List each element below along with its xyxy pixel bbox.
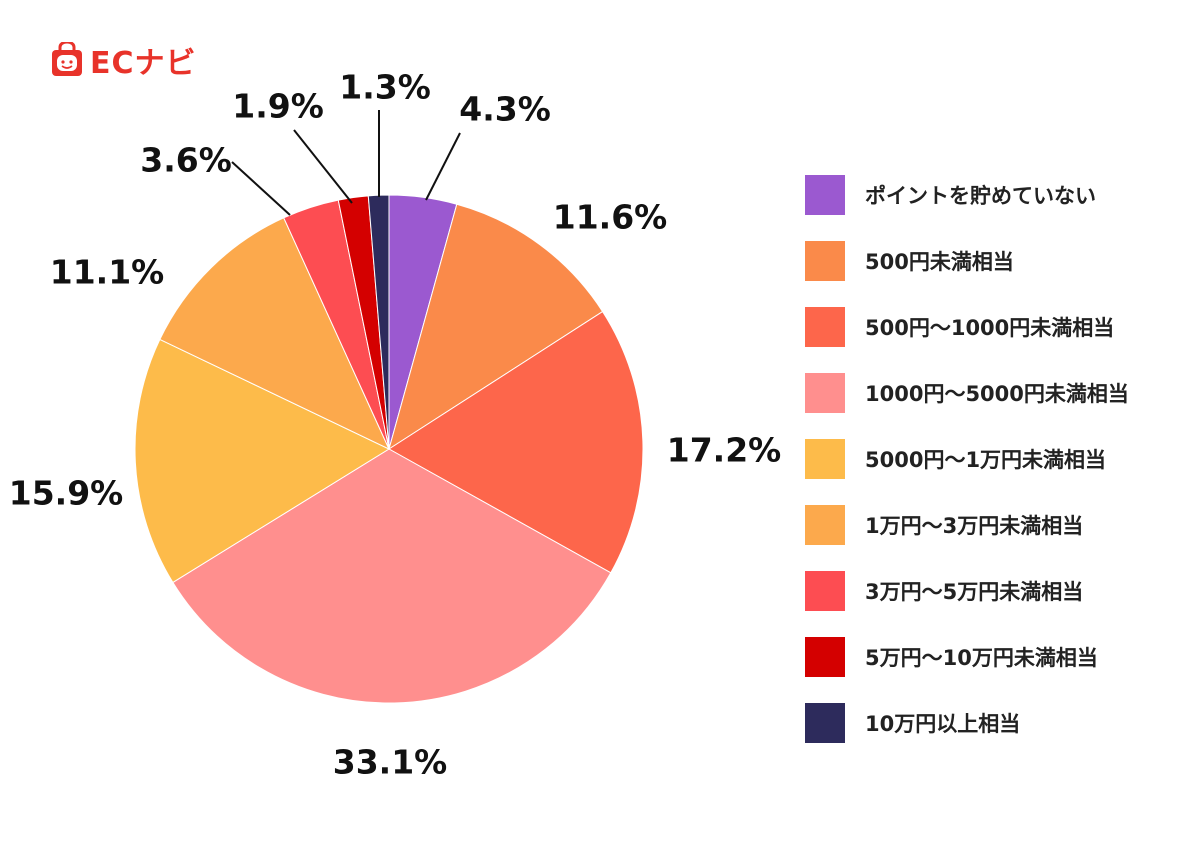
data-label: 11.1% — [50, 253, 165, 292]
legend-label: 500円〜1000円未満相当 — [865, 316, 1115, 340]
legend-label: 1万円〜3万円未満相当 — [865, 514, 1084, 538]
legend-swatch — [805, 373, 845, 413]
shopping-bag-icon — [52, 42, 82, 76]
pie-slice — [159, 217, 391, 451]
legend-swatch — [805, 439, 845, 479]
legend-label: 1000円〜5000円未満相当 — [865, 382, 1129, 406]
pie-slice — [388, 310, 644, 574]
legend-label: 3万円〜5万円未満相当 — [865, 580, 1084, 604]
logo-text: ECナビ — [90, 46, 197, 81]
legend-label: ポイントを貯めていない — [865, 184, 1096, 208]
pie-slice — [134, 338, 391, 584]
legend-item: 5万円〜10万円未満相当 — [805, 624, 1129, 690]
leader-line — [231, 161, 291, 216]
ecnavi-logo: ECナビ — [50, 38, 197, 82]
legend-item: ポイントを貯めていない — [805, 162, 1129, 228]
data-label: 3.6% — [140, 141, 232, 180]
legend-item: 5000円〜1万円未満相当 — [805, 426, 1129, 492]
legend-item: 10万円以上相当 — [805, 690, 1129, 756]
legend-swatch — [805, 703, 845, 743]
legend-item: 1万円〜3万円未満相当 — [805, 492, 1129, 558]
legend-swatch — [805, 175, 845, 215]
leader-line — [425, 132, 461, 201]
data-label: 15.9% — [9, 474, 124, 513]
leader-line — [293, 129, 353, 204]
pie-slice — [172, 448, 612, 704]
legend-item: 3万円〜5万円未満相当 — [805, 558, 1129, 624]
data-label: 11.6% — [553, 198, 668, 237]
legend-label: 5万円〜10万円未満相当 — [865, 646, 1098, 670]
legend-item: 500円未満相当 — [805, 228, 1129, 294]
legend: ポイントを貯めていない 500円未満相当 500円〜1000円未満相当 1000円〜5… — [805, 162, 1129, 756]
legend-swatch — [805, 637, 845, 677]
data-label: 33.1% — [333, 743, 448, 782]
legend-swatch — [805, 505, 845, 545]
data-label: 4.3% — [459, 90, 551, 129]
data-label: 1.3% — [339, 68, 431, 107]
legend-swatch — [805, 307, 845, 347]
legend-label: 10万円以上相当 — [865, 712, 1021, 736]
pie-slice — [388, 203, 604, 451]
legend-label: 5000円〜1万円未満相当 — [865, 448, 1107, 472]
legend-item: 1000円〜5000円未満相当 — [805, 360, 1129, 426]
legend-item: 500円〜1000円未満相当 — [805, 294, 1129, 360]
legend-label: 500円未満相当 — [865, 250, 1014, 274]
legend-swatch — [805, 571, 845, 611]
data-label: 17.2% — [667, 431, 782, 470]
legend-swatch — [805, 241, 845, 281]
data-label: 1.9% — [232, 87, 324, 126]
